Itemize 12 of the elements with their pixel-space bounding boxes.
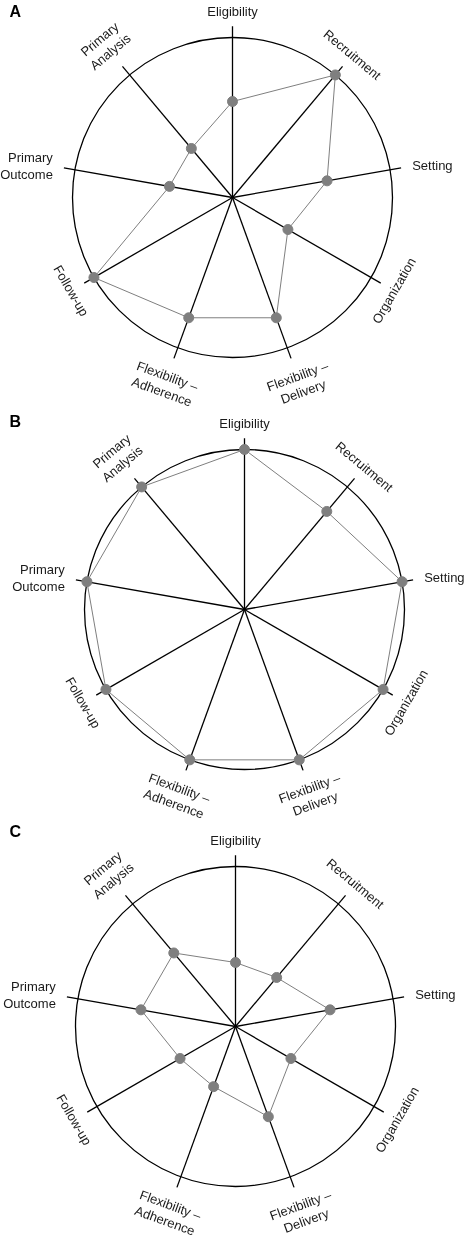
spoke-label: Eligibility	[207, 3, 259, 19]
spoke-label: Setting	[412, 158, 453, 174]
chart-title: C	[9, 822, 22, 840]
spoke-label: Setting	[424, 570, 465, 586]
spoke-label: Setting	[415, 987, 456, 1003]
spoke-label: Eligibility	[219, 415, 271, 431]
spoke-label: Primary Outcome	[12, 562, 66, 594]
spoke-label: Eligibility	[210, 832, 262, 848]
chart-title: A	[9, 2, 22, 20]
spoke-label: Primary Outcome	[0, 150, 54, 182]
chart-title: B	[9, 412, 22, 430]
spoke-label: Primary Outcome	[3, 979, 57, 1011]
